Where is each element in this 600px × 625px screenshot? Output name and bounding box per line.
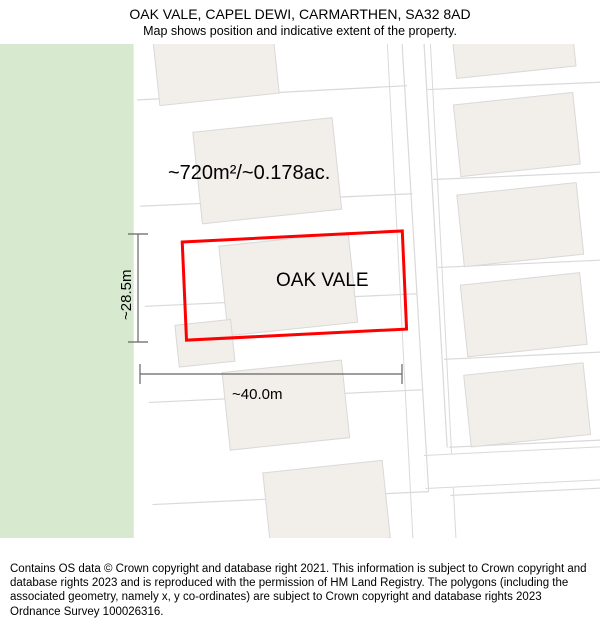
map-canvas: ~720m²/~0.178ac. OAK VALE ~28.5m ~40.0m: [0, 44, 600, 538]
header: OAK VALE, CAPEL DEWI, CARMARTHEN, SA32 8…: [0, 6, 600, 38]
page-subtitle: Map shows position and indicative extent…: [0, 24, 600, 38]
property-name-label: OAK VALE: [276, 270, 369, 292]
area-measurement-label: ~720m²/~0.178ac.: [168, 162, 330, 185]
width-dimension-label: ~40.0m: [232, 386, 282, 403]
height-dimension-label: ~28.5m: [118, 270, 135, 320]
copyright-footer: Contains OS data © Crown copyright and d…: [10, 562, 590, 620]
page-title: OAK VALE, CAPEL DEWI, CARMARTHEN, SA32 8…: [0, 6, 600, 22]
page-root: OAK VALE, CAPEL DEWI, CARMARTHEN, SA32 8…: [0, 0, 600, 625]
